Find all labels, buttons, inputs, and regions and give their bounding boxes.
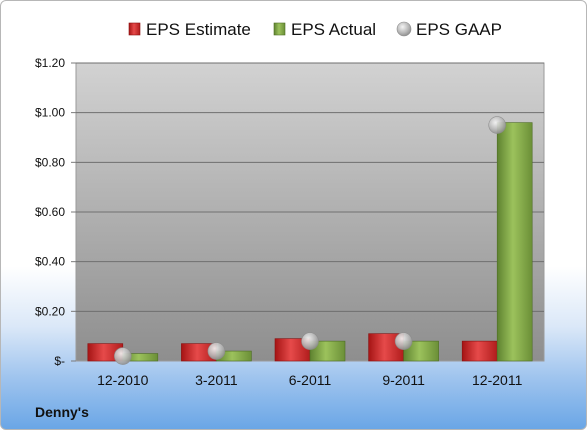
legend-swatch-eps-estimate [128, 22, 141, 36]
company-name: Denny's [35, 404, 89, 420]
bar-eps-actual [403, 340, 439, 362]
marker-eps-gaap [114, 347, 132, 365]
bar-eps-actual [309, 340, 346, 362]
legend-label: EPS GAAP [416, 20, 502, 39]
bar-eps-estimate [461, 340, 498, 362]
legend-swatch-eps-actual [273, 22, 286, 36]
y-tick-label: $0.20 [35, 304, 65, 318]
legend-label: EPS Estimate [146, 20, 251, 39]
grid-lines [76, 62, 544, 312]
marker-eps-gaap [301, 332, 319, 350]
y-tick-label: $1.00 [35, 106, 65, 120]
legend-label: EPS Actual [291, 20, 376, 39]
x-tick-label: 9-2011 [382, 372, 425, 388]
legend: EPS Estimate EPS Actual EPS GAAP [128, 20, 502, 39]
x-tick-label: 12-2010 [97, 372, 149, 388]
y-axis-labels: $- $0.20 $0.40 $0.60 $0.80 $1.00 $1.20 [35, 56, 76, 368]
x-tick-label: 3-2011 [195, 372, 238, 388]
y-tick-label: $0.80 [35, 155, 65, 169]
x-axis-labels: 12-2010 3-2011 6-2011 9-2011 12-2011 [97, 372, 522, 388]
legend-swatch-eps-gaap [396, 21, 412, 37]
marker-eps-gaap [207, 342, 226, 360]
y-tick-label: $- [54, 354, 65, 368]
x-tick-label: 12-2011 [472, 372, 523, 388]
marker-eps-gaap [394, 332, 413, 350]
marker-eps-gaap [488, 116, 507, 134]
y-tick-label: $0.40 [35, 255, 65, 269]
gaap-markers [114, 116, 507, 365]
bars [87, 122, 533, 362]
x-tick-label: 6-2011 [289, 372, 332, 388]
y-tick-label: $0.60 [35, 205, 65, 219]
y-tick-label: $1.20 [35, 56, 65, 70]
bar-eps-actual [496, 122, 533, 362]
